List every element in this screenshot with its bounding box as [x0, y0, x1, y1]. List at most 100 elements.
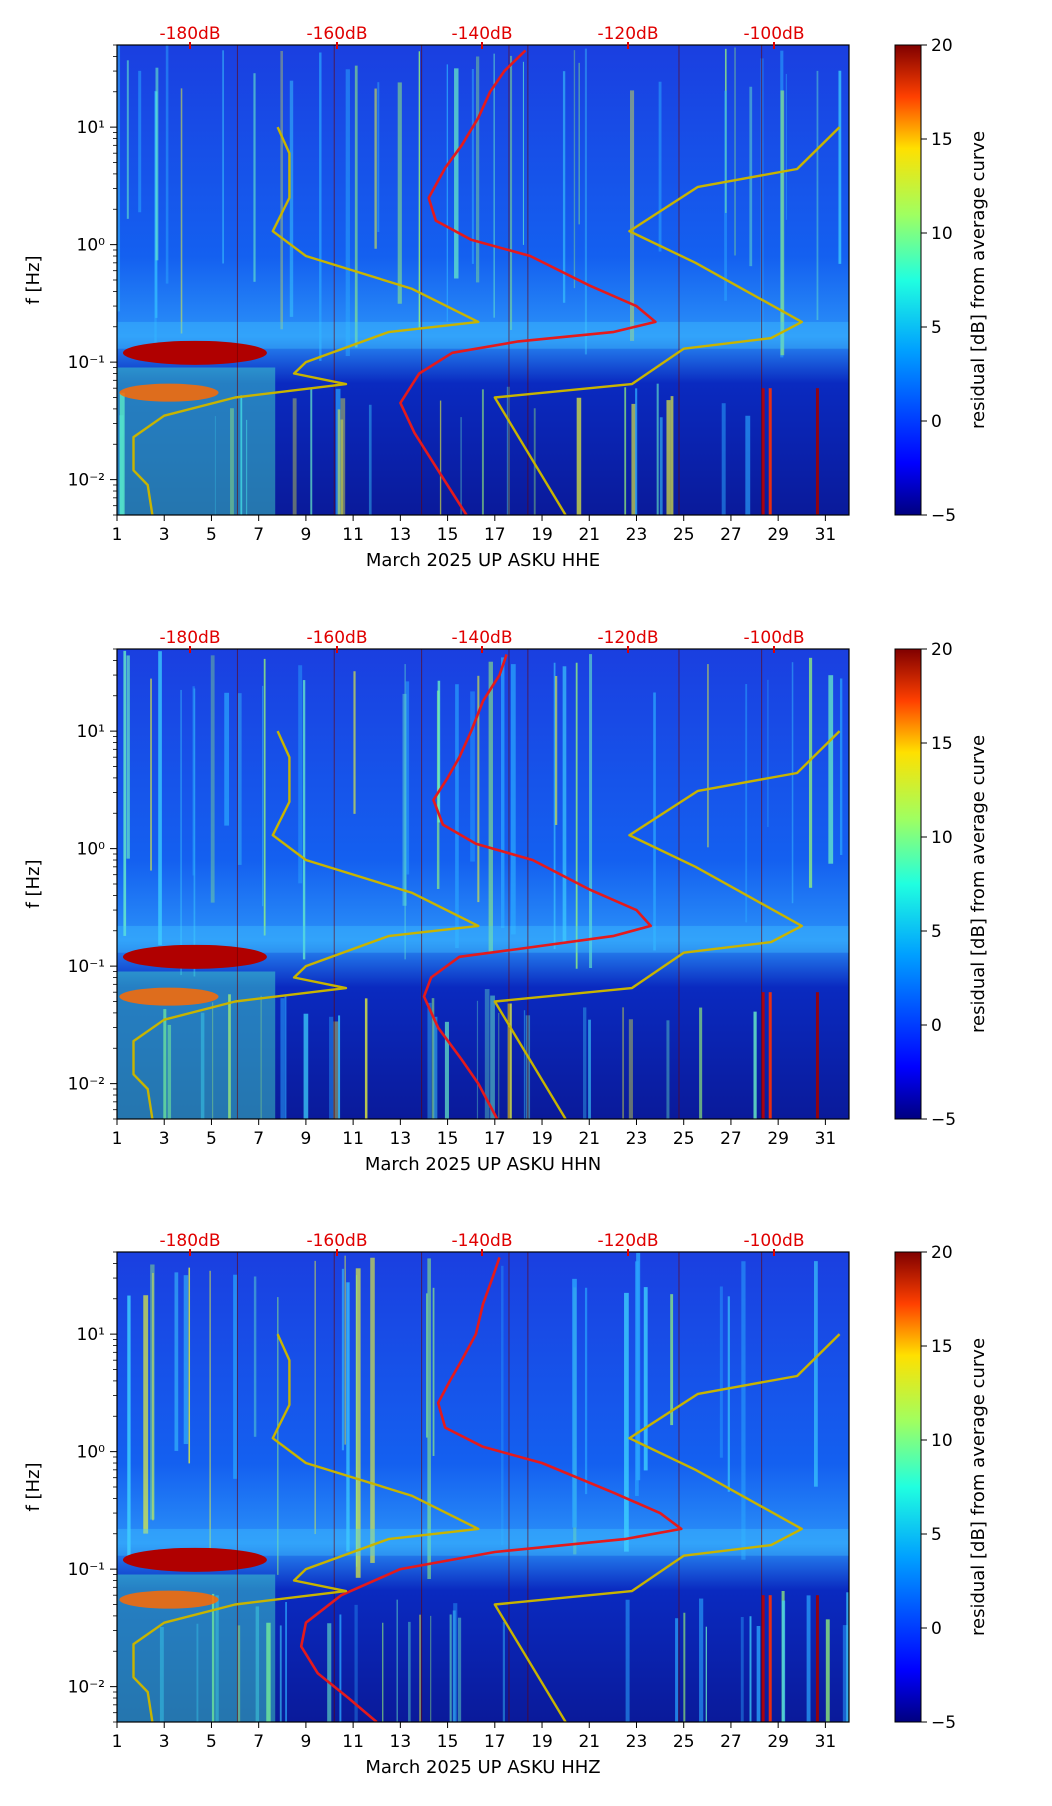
noise-streak	[471, 68, 474, 264]
noise-streak	[631, 403, 636, 515]
noise-streak	[842, 1625, 848, 1722]
noise-streak	[150, 1264, 155, 1520]
noise-streak	[228, 994, 231, 1119]
noise-streak	[828, 675, 834, 864]
average-psd-curve	[299, 1256, 683, 1722]
noise-streak	[192, 686, 195, 876]
noise-streak	[589, 654, 593, 969]
noise-streak	[266, 1622, 271, 1722]
noise-streak	[427, 1258, 431, 1580]
y-tick-label: 10⁰	[77, 1443, 106, 1463]
noise-streak	[584, 48, 587, 355]
noise-streak	[488, 661, 493, 953]
event-spike	[761, 992, 765, 1119]
x-tick-label: 21	[578, 1732, 600, 1752]
event-spike	[815, 388, 819, 515]
noise-streak	[683, 1612, 686, 1722]
x-tick-label: 17	[484, 1129, 506, 1149]
noise-streak	[159, 1627, 164, 1722]
x-tick-label: 17	[484, 525, 506, 545]
colorbar-tick-label: 0	[931, 412, 942, 432]
x-tick-label: 29	[767, 525, 789, 545]
noise-streak	[838, 70, 842, 264]
noise-streak	[749, 1616, 752, 1722]
noise-streak	[333, 1021, 339, 1119]
noise-streak	[419, 1614, 422, 1722]
noise-streak	[745, 415, 751, 515]
colorbar-tick-label: −5	[931, 1110, 956, 1130]
noise-streak	[721, 403, 726, 515]
event-spike	[761, 388, 765, 515]
noise-streak	[502, 1621, 505, 1722]
x-tick-label: 27	[720, 1732, 742, 1752]
noise-streak	[402, 693, 407, 906]
colorbar-tick-label: 20	[931, 640, 953, 660]
colorbar-tick-label: 0	[931, 1016, 942, 1036]
noise-streak	[382, 1622, 384, 1722]
x-tick-label: 1	[112, 1129, 123, 1149]
noise-streak	[408, 1621, 411, 1722]
db-scale-label: -160dB	[306, 24, 367, 44]
noise-streak	[670, 1294, 674, 1426]
high-noise-model-curve	[493, 730, 841, 1119]
noise-streak	[222, 50, 224, 264]
noise-streak	[163, 1009, 167, 1119]
noise-streak	[165, 45, 169, 284]
storm-energy-ridge	[122, 1547, 267, 1572]
event-spike	[815, 992, 819, 1119]
x-tick-label: 13	[390, 1129, 412, 1149]
noise-streak	[426, 1293, 428, 1438]
noise-streak	[476, 1000, 479, 1119]
noise-streak	[230, 408, 234, 515]
noise-streak	[576, 397, 582, 515]
noise-streak	[452, 1610, 456, 1722]
noise-streak	[523, 1010, 526, 1119]
noise-streak	[279, 1625, 282, 1722]
noise-streak	[364, 998, 368, 1119]
y-tick-label: 10⁻²	[68, 471, 105, 491]
x-tick-label: 25	[673, 1129, 695, 1149]
x-tick-label: 19	[531, 1129, 553, 1149]
noise-streak	[583, 1007, 587, 1119]
noise-streak	[126, 60, 129, 219]
storm-secondary-ridge	[119, 987, 219, 1006]
noise-streak	[490, 995, 495, 1119]
noise-streak	[825, 1619, 830, 1722]
noise-streak	[507, 1003, 512, 1119]
event-spike	[768, 1595, 772, 1722]
y-tick-label: 10⁻¹	[68, 957, 105, 977]
noise-streak	[138, 70, 142, 213]
colorbar-tick-label: 10	[931, 828, 953, 848]
noise-streak	[200, 1012, 205, 1119]
storm-energy-ridge	[122, 340, 267, 365]
colorbar	[894, 648, 922, 1120]
storm-secondary-ridge	[119, 1590, 219, 1609]
x-tick-label: 7	[253, 1732, 264, 1752]
noise-streak	[212, 1002, 214, 1119]
x-tick-label: 13	[390, 525, 412, 545]
noise-streak	[578, 62, 580, 225]
average-psd-curve	[422, 653, 652, 1119]
noise-streak	[808, 657, 813, 888]
colorbar-tick-label: −5	[931, 506, 956, 526]
x-tick-label: 27	[720, 1129, 742, 1149]
colorbar-label: residual [dB] from average curve	[968, 131, 989, 429]
x-tick-label: 29	[767, 1129, 789, 1149]
noise-streak	[430, 1615, 432, 1722]
noise-streak	[314, 1260, 316, 1535]
noise-streak	[431, 998, 435, 1119]
x-tick-label: 3	[159, 1129, 170, 1149]
noise-streak	[280, 50, 283, 330]
x-tick-label: 17	[484, 1732, 506, 1752]
noise-streak	[253, 73, 256, 282]
noise-streak	[510, 664, 516, 935]
noise-streak	[427, 1002, 432, 1119]
noise-streak	[562, 666, 567, 943]
colorbar	[894, 1251, 922, 1723]
noise-streak	[302, 680, 306, 960]
high-noise-model-curve	[493, 126, 841, 515]
x-tick-label: 23	[626, 1129, 648, 1149]
noise-streak	[432, 1287, 435, 1456]
